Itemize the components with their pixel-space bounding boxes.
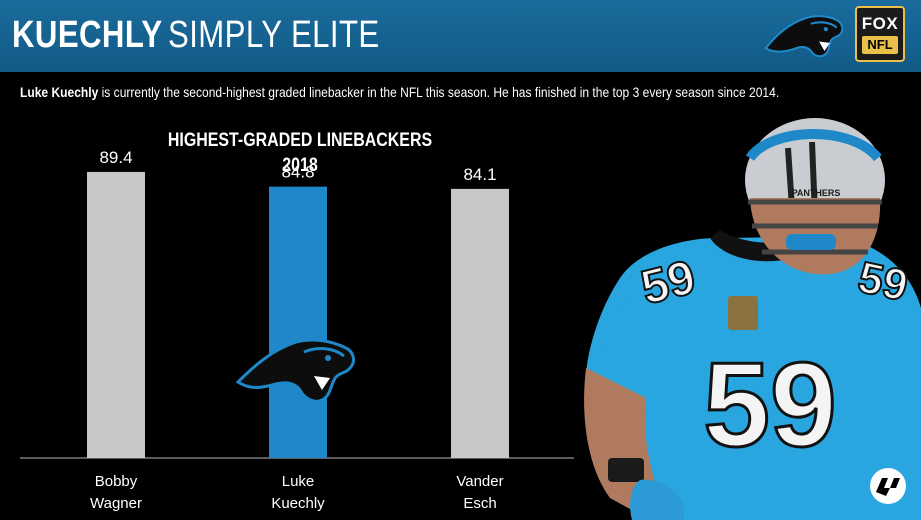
bar-value-label-2: 84.1 (463, 165, 496, 184)
pff-logo-icon (870, 468, 906, 504)
shoulder-number-right: 59 (854, 253, 912, 311)
helmet-text: PANTHERS (792, 188, 841, 198)
page-title: KUECHLY SIMPLY ELITE (12, 14, 426, 58)
category-label-1-0: Luke (282, 473, 315, 490)
bar-0 (87, 171, 145, 459)
category-label-0-1: Wagner (90, 495, 142, 512)
player-image: 59 59 59 PANTHERS (584, 118, 921, 520)
category-label-0-0: Bobby (95, 473, 138, 490)
category-label-2-1: Esch (463, 495, 496, 512)
chart-title-block: HIGHEST-GRADED LINEBACKERS 2018 (157, 128, 443, 178)
chart-title: HIGHEST-GRADED LINEBACKERS (167, 130, 433, 151)
fox-text: FOX (861, 13, 899, 33)
fox-nfl-logo-icon: FOX NFL (855, 6, 905, 62)
title-light: SIMPLY ELITE (167, 14, 380, 56)
category-label-1-1: Kuechly (271, 495, 325, 512)
bar-2 (451, 188, 509, 458)
title-bold: KUECHLY (12, 14, 163, 56)
shoulder-number-left: 59 (636, 251, 701, 315)
bar-value-label-0: 89.4 (99, 148, 132, 167)
nfl-text: NFL (862, 35, 898, 54)
header-banner: KUECHLY SIMPLY ELITE FOX NFL (0, 0, 921, 72)
panthers-bar-logo-icon (235, 338, 355, 403)
bar-value-label-1: 84.8 (281, 163, 314, 182)
jersey-number: 59 (703, 338, 836, 472)
bar-1 (269, 186, 327, 458)
panthers-logo-icon (764, 15, 844, 58)
chart-subtitle: 2018 (282, 155, 318, 176)
caption-player-name: Luke Kuechly (20, 84, 99, 100)
category-label-2-0: Vander (456, 473, 503, 490)
caption: Luke Kuechly is currently the second-hig… (20, 84, 780, 100)
caption-text: is currently the second-highest graded l… (98, 84, 780, 100)
